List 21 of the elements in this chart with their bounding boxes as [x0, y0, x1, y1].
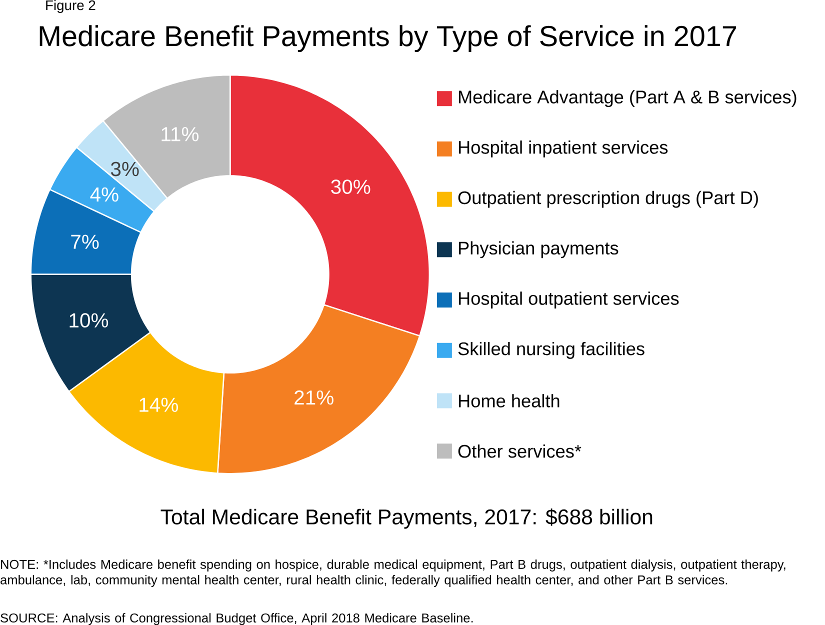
legend-label: Physician payments	[459, 241, 618, 258]
data-label: 3%	[110, 162, 139, 176]
legend-label: Hospital inpatient services	[459, 140, 668, 158]
text: Total Medicare Benefit Payments, 2017: $688 billion	[160, 508, 652, 529]
data-label: 10%	[70, 313, 108, 328]
legend-label: Hospital outpatient services	[459, 292, 679, 308]
caption: Figure 2	[46, 0, 96, 13]
legend-label: Medicare Advantage (Part A & B services)	[459, 90, 796, 108]
source-note: SOURCE: Analysis of Congressional Budget Office, April 2018 Medicare Baseline.	[0, 613, 473, 625]
legend-label: Skilled nursing facilities	[458, 342, 644, 359]
legend-label: Other services*	[458, 444, 582, 458]
data-label: 14%	[140, 398, 178, 412]
data-label: 7%	[71, 234, 99, 249]
data-label: 11%	[162, 127, 199, 142]
data-label: 30%	[331, 180, 370, 194]
legend-label: Home health	[459, 394, 560, 408]
legend-label: Outpatient prescription drugs (Part D)	[458, 190, 758, 208]
data-label: 21%	[294, 390, 334, 405]
text: NOTE: *Includes Medicare benefit spending on hospice, durable medical equipment, Part B drugs, outpatient dialysis, outpatient therapy, ambulance, lab, community mental health center, rural health clinic, federally qualified health center, and other Part B services.	[0, 560, 786, 587]
chart-title: Medicare Benefit Payments by Type of Service in 2017	[40, 25, 736, 52]
data-label: 4%	[90, 187, 118, 202]
